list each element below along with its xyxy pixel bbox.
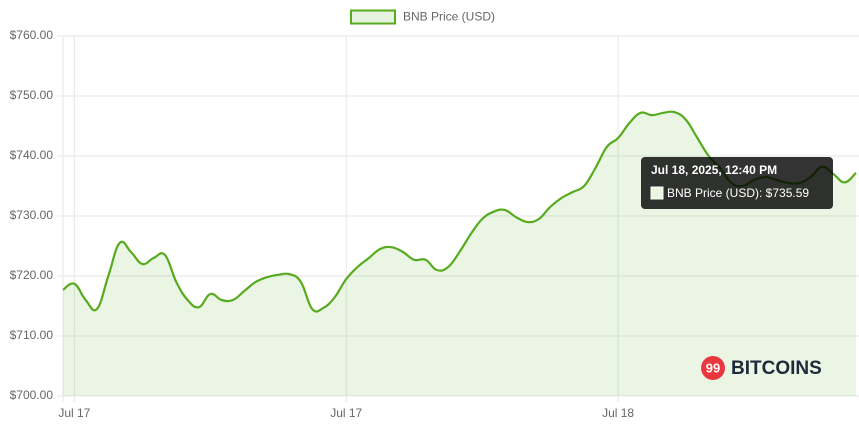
y-tick-label: $700.00 <box>10 388 54 402</box>
y-tick-label: $710.00 <box>10 328 54 342</box>
logo-badge-text: 99 <box>706 360 720 375</box>
x-tick-label: Jul 17 <box>330 406 362 420</box>
tooltip <box>641 157 833 209</box>
x-tick-label: Jul 18 <box>602 406 634 420</box>
logo-badge <box>701 356 725 380</box>
tooltip-text: BNB Price (USD): $735.59 <box>667 186 809 200</box>
tooltip-swatch <box>650 186 664 200</box>
y-tick-label: $720.00 <box>10 268 54 282</box>
y-tick-label: $750.00 <box>10 88 54 102</box>
y-tick-label: $760.00 <box>10 28 54 42</box>
logo-text: BITCOINS <box>731 358 822 379</box>
y-tick-label: $730.00 <box>10 208 54 222</box>
x-tick-label: Jul 17 <box>58 406 90 420</box>
legend-label: BNB Price (USD) <box>403 10 495 24</box>
y-tick-label: $740.00 <box>10 148 54 162</box>
legend-swatch <box>350 9 396 25</box>
tooltip-title: Jul 18, 2025, 12:40 PM <box>651 163 777 177</box>
